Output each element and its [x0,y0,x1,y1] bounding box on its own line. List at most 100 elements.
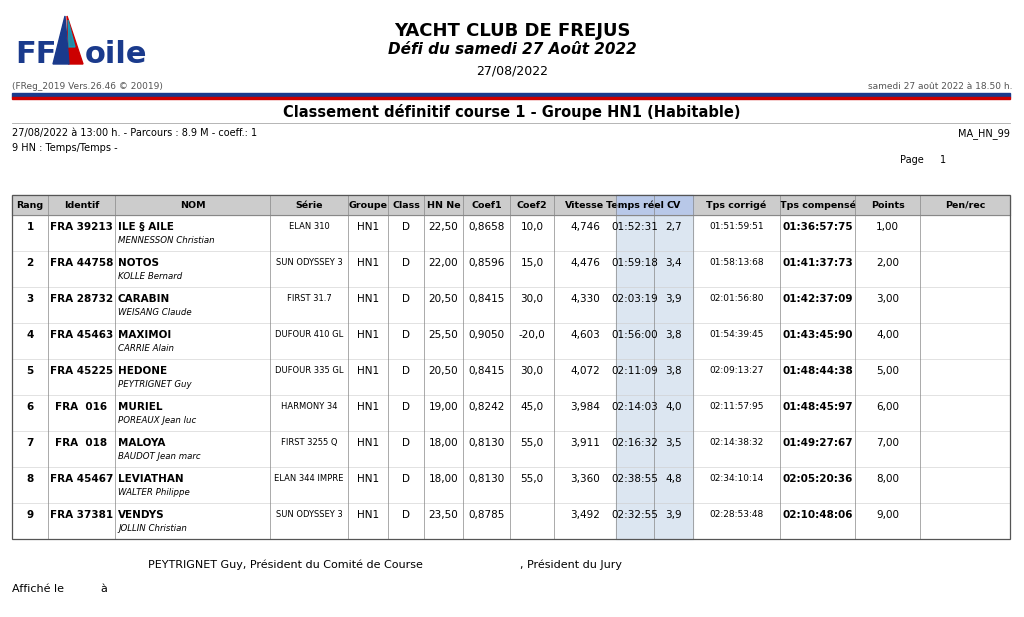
Bar [616,215,654,251]
Text: 02:38:55: 02:38:55 [611,473,658,484]
Text: Rang: Rang [16,201,44,210]
Text: Identif: Identif [63,201,99,210]
Text: PEYTRIGNET Guy, Président du Comité de Course: PEYTRIGNET Guy, Président du Comité de C… [148,559,423,569]
Text: 22,00: 22,00 [429,257,459,268]
Text: ELAN 310: ELAN 310 [289,222,330,231]
Text: 9: 9 [27,510,34,520]
Text: HEDONE: HEDONE [118,365,167,376]
Text: KOLLE Bernard: KOLLE Bernard [118,273,182,281]
Text: 01:48:44:38: 01:48:44:38 [782,365,853,376]
Text: 02:14:38:32: 02:14:38:32 [710,438,764,447]
Text: NOTOS: NOTOS [118,257,159,268]
Text: HN1: HN1 [357,473,379,484]
Text: VENDYS: VENDYS [118,510,165,520]
Text: 7: 7 [27,437,34,447]
Text: 20,50: 20,50 [429,365,459,376]
Text: 0,8596: 0,8596 [468,257,505,268]
Text: FIRST 31.7: FIRST 31.7 [287,294,332,303]
Text: 02:14:03: 02:14:03 [611,402,658,412]
Text: CARRIE Alain: CARRIE Alain [118,344,174,354]
Text: SUN ODYSSEY 3: SUN ODYSSEY 3 [275,258,342,267]
Text: 15,0: 15,0 [520,257,544,268]
Text: FRA 28732: FRA 28732 [50,294,113,304]
Text: FRA 37381: FRA 37381 [50,510,113,520]
Text: MURIEL: MURIEL [118,402,163,412]
Text: D: D [402,402,410,412]
Text: 0,8130: 0,8130 [468,473,505,484]
Bar [12,195,1010,215]
Bar [616,251,654,287]
Text: Points: Points [870,201,904,210]
Text: Groupe: Groupe [348,201,387,210]
Text: 0,8242: 0,8242 [468,402,505,412]
Text: 3,8: 3,8 [666,329,682,339]
Bar [654,215,693,251]
Polygon shape [53,16,69,64]
Text: Class: Class [392,201,420,210]
Text: 4,330: 4,330 [570,294,600,304]
Text: 3,00: 3,00 [876,294,899,304]
Text: HN Ne: HN Ne [427,201,461,210]
Bar [654,431,693,467]
Text: 02:10:48:06: 02:10:48:06 [782,510,853,520]
Bar [654,503,693,539]
Bar [616,467,654,503]
Text: HN1: HN1 [357,510,379,520]
Bar [654,323,693,359]
Text: LEVIATHAN: LEVIATHAN [118,473,183,484]
Text: 4: 4 [27,329,34,339]
Text: 02:09:13:27: 02:09:13:27 [710,366,764,375]
Text: 8: 8 [27,473,34,484]
Text: 02:11:09: 02:11:09 [611,365,658,376]
Text: Affiché le: Affiché le [12,584,63,594]
Bar [12,93,1010,97]
Text: 55,0: 55,0 [520,437,544,447]
Text: -20,0: -20,0 [518,329,546,339]
Text: FF: FF [15,40,56,69]
Text: à: à [100,584,106,594]
Text: FRA 45225: FRA 45225 [50,365,113,376]
Text: 8,00: 8,00 [876,473,899,484]
Bar [12,195,1010,539]
Text: BAUDOT Jean marc: BAUDOT Jean marc [118,452,201,462]
Text: 01:56:00: 01:56:00 [611,329,658,339]
Bar [654,467,693,503]
Text: 19,00: 19,00 [429,402,459,412]
Text: 0,8130: 0,8130 [468,437,505,447]
Text: Défi du samedi 27 Août 2022: Défi du samedi 27 Août 2022 [388,42,636,57]
Text: 3,8: 3,8 [666,365,682,376]
Text: 2,00: 2,00 [876,257,899,268]
Text: 02:01:56:80: 02:01:56:80 [710,294,764,303]
Text: oile: oile [85,40,147,69]
Bar [654,359,693,395]
Text: 4,746: 4,746 [570,222,600,231]
Text: Vitesse: Vitesse [565,201,604,210]
Text: FRA 44758: FRA 44758 [50,257,114,268]
Text: HN1: HN1 [357,222,379,231]
Text: , Président du Jury: , Président du Jury [520,559,622,569]
Text: 4,00: 4,00 [876,329,899,339]
Bar [616,431,654,467]
Text: 0,8785: 0,8785 [468,510,505,520]
Text: 02:03:19: 02:03:19 [611,294,658,304]
Text: 01:58:13:68: 01:58:13:68 [710,258,764,267]
Text: D: D [402,473,410,484]
Text: 02:11:57:95: 02:11:57:95 [710,402,764,411]
Text: (FReg_2019 Vers.26.46 © 20019): (FReg_2019 Vers.26.46 © 20019) [12,82,163,91]
Text: 02:32:55: 02:32:55 [611,510,658,520]
Text: CV: CV [667,201,681,210]
Text: FRA 39213: FRA 39213 [50,222,113,231]
Text: 9,00: 9,00 [876,510,899,520]
Text: 27/08/2022 à 13:00 h. - Parcours : 8.9 M - coeff.: 1: 27/08/2022 à 13:00 h. - Parcours : 8.9 M… [12,128,257,138]
Bar [12,97,1010,99]
Polygon shape [67,16,83,64]
Text: 4,603: 4,603 [570,329,600,339]
Text: 0,8415: 0,8415 [468,365,505,376]
Text: 1: 1 [940,155,946,165]
Text: 3: 3 [27,294,34,304]
Polygon shape [68,20,75,47]
Text: 0,8658: 0,8658 [468,222,505,231]
Bar [616,287,654,323]
Bar [616,503,654,539]
Text: HN1: HN1 [357,402,379,412]
